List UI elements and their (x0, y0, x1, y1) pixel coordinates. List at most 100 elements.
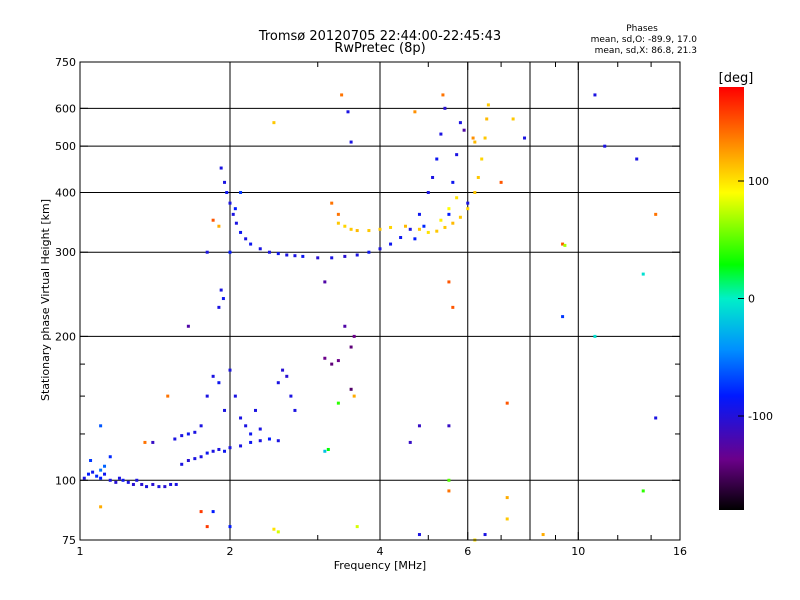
echo-point (239, 444, 243, 448)
echo-point (441, 93, 445, 97)
echo-point (186, 324, 190, 328)
y-tick-label: 400 (55, 186, 76, 199)
echo-point (561, 315, 565, 319)
echo-point (228, 250, 232, 254)
echo-point (126, 480, 130, 484)
echo-point (349, 140, 353, 144)
echo-point (349, 387, 353, 391)
echo-point (258, 247, 262, 251)
echo-point (389, 242, 393, 246)
echo-point (505, 401, 509, 405)
echo-point (346, 110, 350, 114)
echo-point (523, 136, 527, 140)
echo-point (355, 525, 359, 529)
axes: 1 2 4 6 10 16 75 100 200 300 400 500 600 750 (55, 56, 687, 558)
echo-point (378, 247, 382, 251)
echo-point (654, 416, 658, 420)
phase-info-o: mean, sd,O: -89.9, 17.0 (591, 35, 698, 45)
echo-point (223, 408, 227, 412)
echo-point (336, 221, 340, 225)
echo-point (151, 482, 155, 486)
echo-point (343, 224, 347, 228)
y-tick-label: 600 (55, 102, 76, 115)
echo-point (244, 424, 248, 428)
echo-point (143, 440, 147, 444)
echo-point (641, 272, 645, 276)
echo-point (431, 175, 435, 179)
colorbar-ticks: 100 0 -100 (738, 175, 773, 423)
echo-point (447, 478, 451, 482)
echo-point (228, 525, 232, 529)
grid-lines (80, 62, 680, 540)
echo-point (541, 533, 545, 537)
echo-point (233, 207, 237, 211)
echo-point (471, 136, 475, 140)
echo-point (336, 401, 340, 405)
echo-point (447, 280, 451, 284)
echo-point (99, 468, 103, 472)
echo-point (258, 427, 262, 431)
echo-point (447, 212, 451, 216)
echo-point (135, 478, 139, 482)
echo-point (234, 221, 238, 225)
echo-point (82, 476, 86, 480)
echo-point (199, 510, 203, 514)
echo-point (91, 470, 95, 474)
x-tick-label: 16 (673, 545, 687, 558)
echo-point (103, 472, 107, 476)
echo-point (635, 157, 639, 161)
echo-point (352, 394, 356, 398)
echo-point (193, 457, 197, 461)
echo-point (180, 462, 184, 466)
x-tick-label: 4 (377, 545, 384, 558)
x-tick-label: 2 (227, 545, 234, 558)
y-tick-label: 200 (55, 330, 76, 343)
echo-point (417, 212, 421, 216)
echo-point (458, 121, 462, 125)
echo-point (169, 482, 173, 486)
echo-point (443, 106, 447, 110)
echo-point (293, 254, 297, 258)
echo-point (231, 212, 235, 216)
echo-point (603, 144, 607, 148)
echo-point (340, 93, 344, 97)
colorbar-tick-label: 0 (748, 293, 755, 306)
echo-point (131, 482, 135, 486)
echo-point (417, 533, 421, 537)
echo-point (413, 110, 417, 114)
x-axis-label: Frequency [MHz] (334, 559, 426, 572)
echo-point (389, 225, 393, 229)
echo-point (211, 374, 215, 378)
echo-point (483, 136, 487, 140)
echo-point (258, 439, 262, 443)
echo-point (473, 140, 477, 144)
echo-point (458, 215, 462, 219)
echo-point (95, 474, 99, 478)
echo-point (511, 117, 515, 121)
colorbar-tick-label: -100 (748, 410, 773, 423)
echo-point (228, 446, 232, 450)
echo-point (140, 482, 144, 486)
echo-point (323, 449, 327, 453)
echo-point (217, 381, 221, 385)
echo-point (439, 132, 443, 136)
echo-point (561, 242, 565, 246)
echo-point (233, 394, 237, 398)
echo-point (455, 196, 459, 200)
echo-point (221, 297, 225, 301)
echo-point (211, 449, 215, 453)
echo-point (166, 394, 170, 398)
echo-point (352, 334, 356, 338)
echo-point (451, 180, 455, 184)
echo-point (499, 180, 503, 184)
echo-point (408, 440, 412, 444)
echo-point (173, 437, 177, 441)
echo-point (186, 458, 190, 462)
colorbar-label: [deg] (719, 71, 754, 86)
echo-point (323, 280, 327, 284)
echo-point (253, 408, 257, 412)
echo-point (217, 447, 221, 451)
echo-point (249, 440, 253, 444)
echo-point (336, 212, 340, 216)
